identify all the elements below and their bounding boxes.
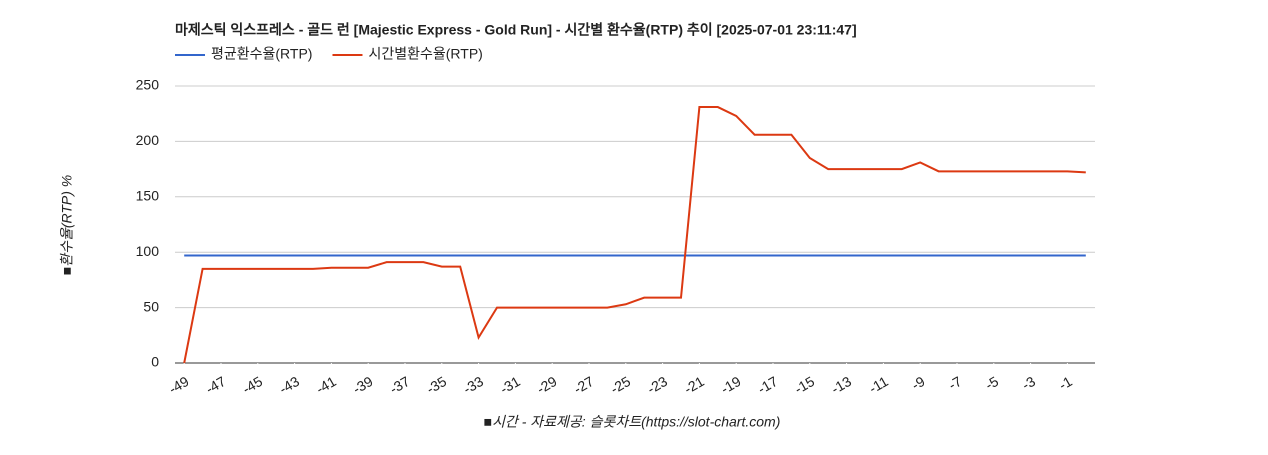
x-tick-label: -45 [240, 373, 266, 397]
y-tick-label: 0 [151, 354, 159, 370]
x-tick-label: -49 [166, 373, 192, 397]
x-tick-label: -5 [982, 373, 1001, 393]
x-tick-label: -7 [946, 373, 965, 393]
y-tick-label: 50 [143, 298, 159, 314]
x-tick-label: -21 [681, 373, 707, 397]
x-tick-label: -23 [644, 373, 670, 397]
x-tick-label: -3 [1019, 373, 1038, 393]
x-tick-label: -47 [203, 373, 229, 397]
x-tick-label: -15 [792, 373, 818, 397]
x-tick-label: -25 [608, 373, 634, 397]
x-tick-label: -11 [866, 373, 891, 397]
chart-title: 마제스틱 익스프레스 - 골드 런 [Majestic Express - Go… [175, 22, 857, 38]
x-tick-label: -37 [387, 373, 413, 397]
x-tick-label: -39 [350, 373, 376, 397]
legend-label: 시간별환수율(RTP) [368, 46, 482, 62]
y-tick-label: 100 [136, 243, 160, 259]
x-tick-label: -43 [276, 373, 302, 397]
x-tick-label: -19 [718, 373, 744, 397]
legend-label: 평균환수율(RTP) [211, 46, 312, 62]
x-axis-label: ■시간 - 자료제공: 슬롯차트(https://slot-chart.com) [484, 414, 781, 430]
x-tick-label: -13 [828, 373, 854, 397]
x-tick-label: -27 [571, 373, 597, 397]
y-tick-label: 150 [136, 188, 160, 204]
y-tick-label: 200 [136, 132, 160, 148]
series-line [183, 106, 1086, 364]
x-tick-label: -33 [460, 373, 486, 397]
x-tick-label: -17 [755, 373, 781, 397]
x-tick-label: -29 [534, 373, 560, 397]
y-tick-label: 250 [136, 77, 160, 93]
x-tick-label: -9 [909, 373, 928, 393]
x-tick-label: -1 [1056, 373, 1075, 393]
y-axis-label: ■환수율(RTP) % [59, 175, 75, 276]
x-tick-label: -31 [497, 373, 523, 397]
x-tick-label: -41 [313, 373, 339, 397]
x-tick-label: -35 [424, 373, 450, 397]
